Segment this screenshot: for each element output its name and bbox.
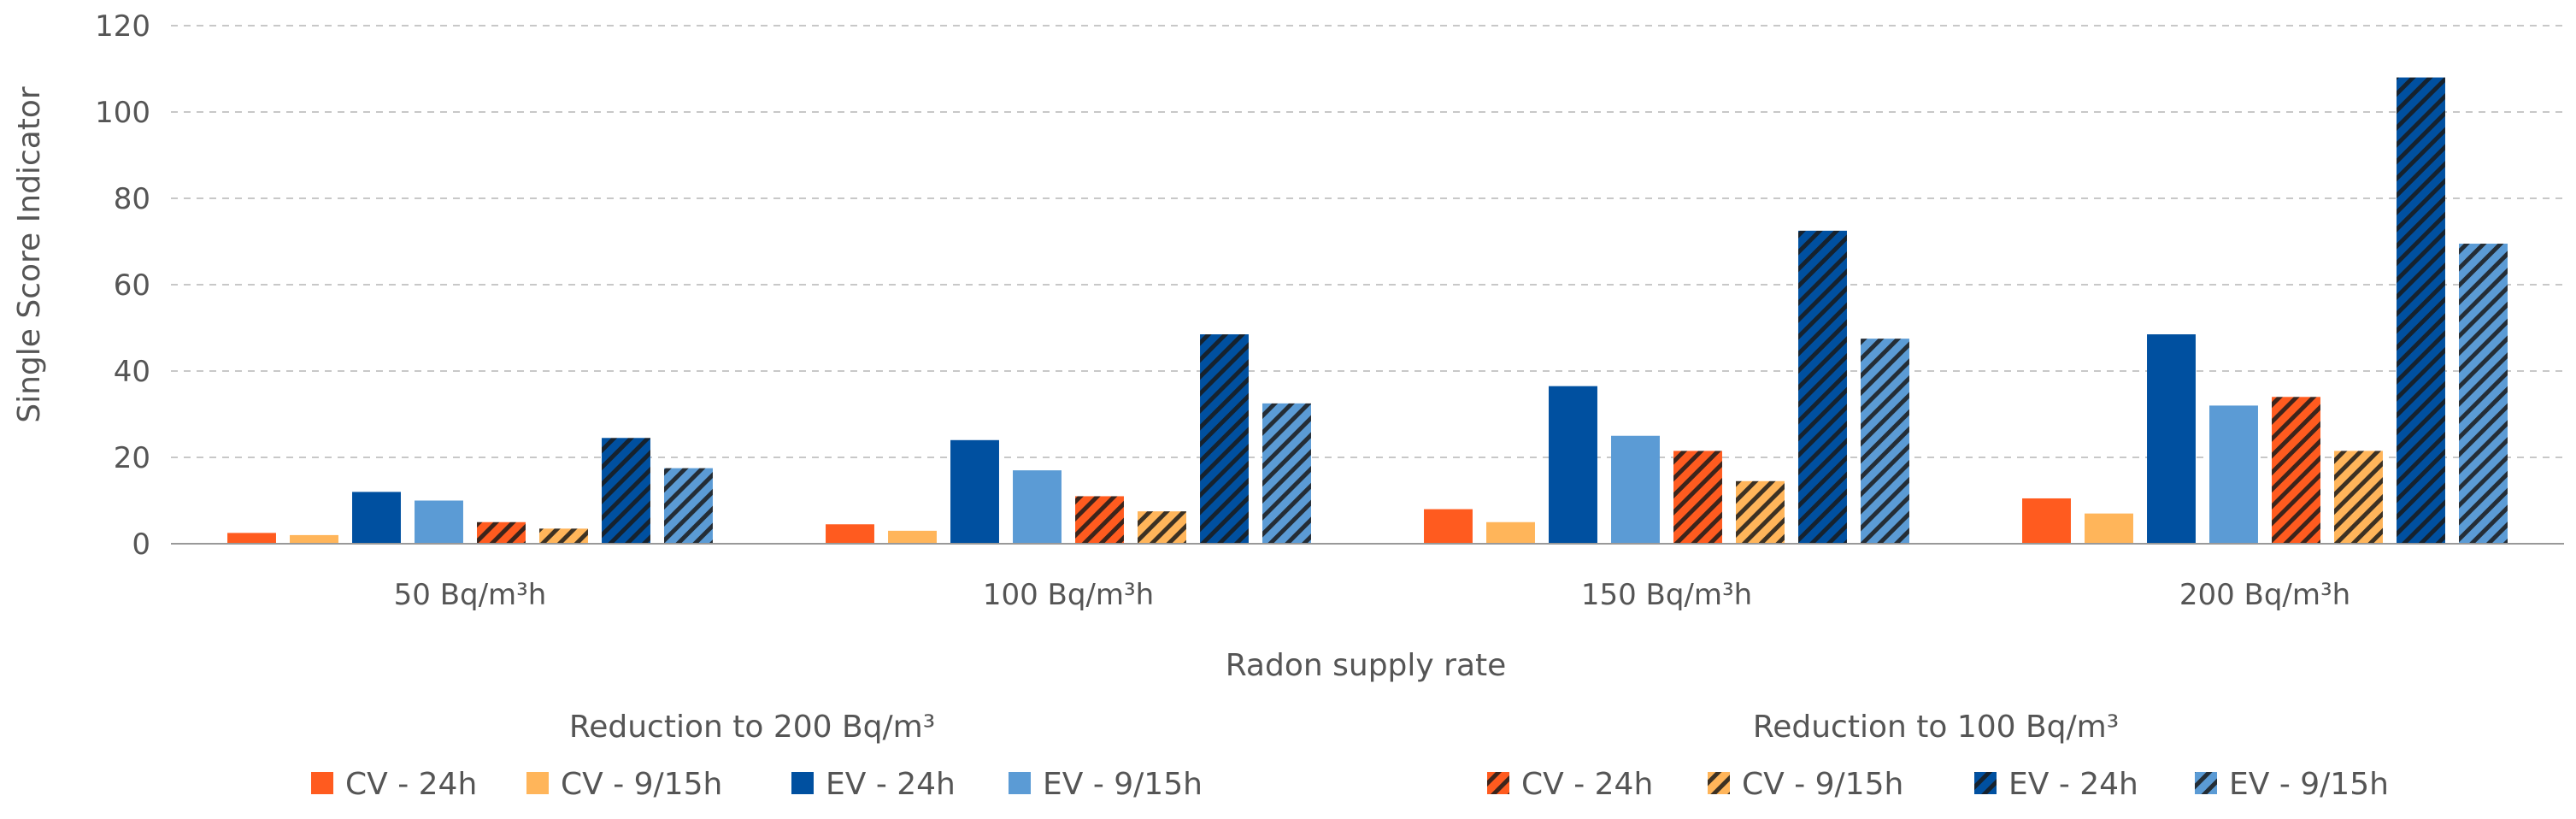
bar	[2085, 513, 2133, 544]
y-axis-ticks: 0 20 40 60 80 100 120	[95, 9, 150, 562]
x-tick-label: 100 Bq/m³h	[983, 578, 1154, 612]
bar	[227, 533, 276, 544]
bar	[1013, 470, 1062, 544]
legend-label: CV - 24h	[345, 767, 477, 802]
y-tick-label: 20	[114, 441, 150, 475]
bar	[1736, 480, 1785, 544]
legend: Reduction to 200 Bq/m³ Reduction to 100 …	[311, 710, 2389, 802]
bar	[2459, 244, 2508, 544]
x-tick-label: 150 Bq/m³h	[1581, 578, 1752, 612]
legend-group-title: Reduction to 200 Bq/m³	[569, 710, 935, 745]
y-axis-title: Single Score Indicator	[12, 86, 47, 423]
bar	[290, 534, 338, 544]
bar	[2397, 77, 2445, 545]
bar	[2022, 498, 2071, 544]
legend-label: EV - 9/15h	[2229, 767, 2389, 802]
y-tick-label: 100	[95, 96, 150, 130]
bar	[1673, 451, 1722, 544]
legend-swatch	[2195, 772, 2217, 794]
x-tick-label: 50 Bq/m³h	[394, 578, 547, 612]
x-tick-label: 200 Bq/m³h	[2179, 578, 2350, 612]
bar	[1549, 386, 1597, 544]
legend-swatch	[791, 772, 814, 794]
bar	[826, 524, 874, 544]
bar	[664, 468, 713, 544]
bar	[1138, 511, 1186, 544]
bar	[1798, 230, 1847, 544]
bar	[1262, 403, 1311, 544]
bar	[1861, 339, 1909, 544]
bar	[2209, 405, 2258, 544]
x-axis-title: Radon supply rate	[1226, 648, 1507, 683]
bar	[2272, 397, 2320, 544]
legend-label: EV - 24h	[2008, 767, 2138, 802]
bar	[352, 492, 401, 544]
bar	[602, 438, 650, 544]
legend-label: CV - 24h	[1521, 767, 1653, 802]
legend-swatch	[311, 772, 333, 794]
legend-label: CV - 9/15h	[561, 767, 722, 802]
legend-label: CV - 9/15h	[1742, 767, 1903, 802]
legend-swatch	[1487, 772, 1509, 794]
y-tick-label: 80	[114, 182, 150, 216]
legend-group-title: Reduction to 100 Bq/m³	[1753, 710, 2119, 745]
bars	[227, 77, 2508, 545]
bar	[477, 521, 526, 544]
bar	[1200, 334, 1249, 544]
legend-label: EV - 24h	[826, 767, 956, 802]
bar	[415, 500, 463, 544]
legend-swatch	[1009, 772, 1031, 794]
bar	[1486, 521, 1535, 544]
y-tick-label: 60	[114, 268, 150, 303]
x-axis-ticks: 50 Bq/m³h 100 Bq/m³h 150 Bq/m³h 200 Bq/m³h	[394, 578, 2351, 612]
bar	[2147, 334, 2196, 544]
bar	[2334, 451, 2383, 544]
legend-swatch	[1974, 772, 1997, 794]
legend-label: EV - 9/15h	[1043, 767, 1203, 802]
y-tick-label: 120	[95, 9, 150, 44]
bar	[1424, 509, 1473, 544]
bar	[539, 528, 588, 544]
bar	[950, 439, 999, 544]
bar	[888, 530, 937, 544]
y-tick-label: 40	[114, 355, 150, 389]
legend-swatch	[1708, 772, 1730, 794]
bar	[1611, 435, 1660, 544]
y-tick-label: 0	[132, 527, 150, 562]
gridlines	[171, 25, 2564, 458]
legend-swatch	[526, 772, 549, 794]
bar	[1075, 496, 1124, 544]
